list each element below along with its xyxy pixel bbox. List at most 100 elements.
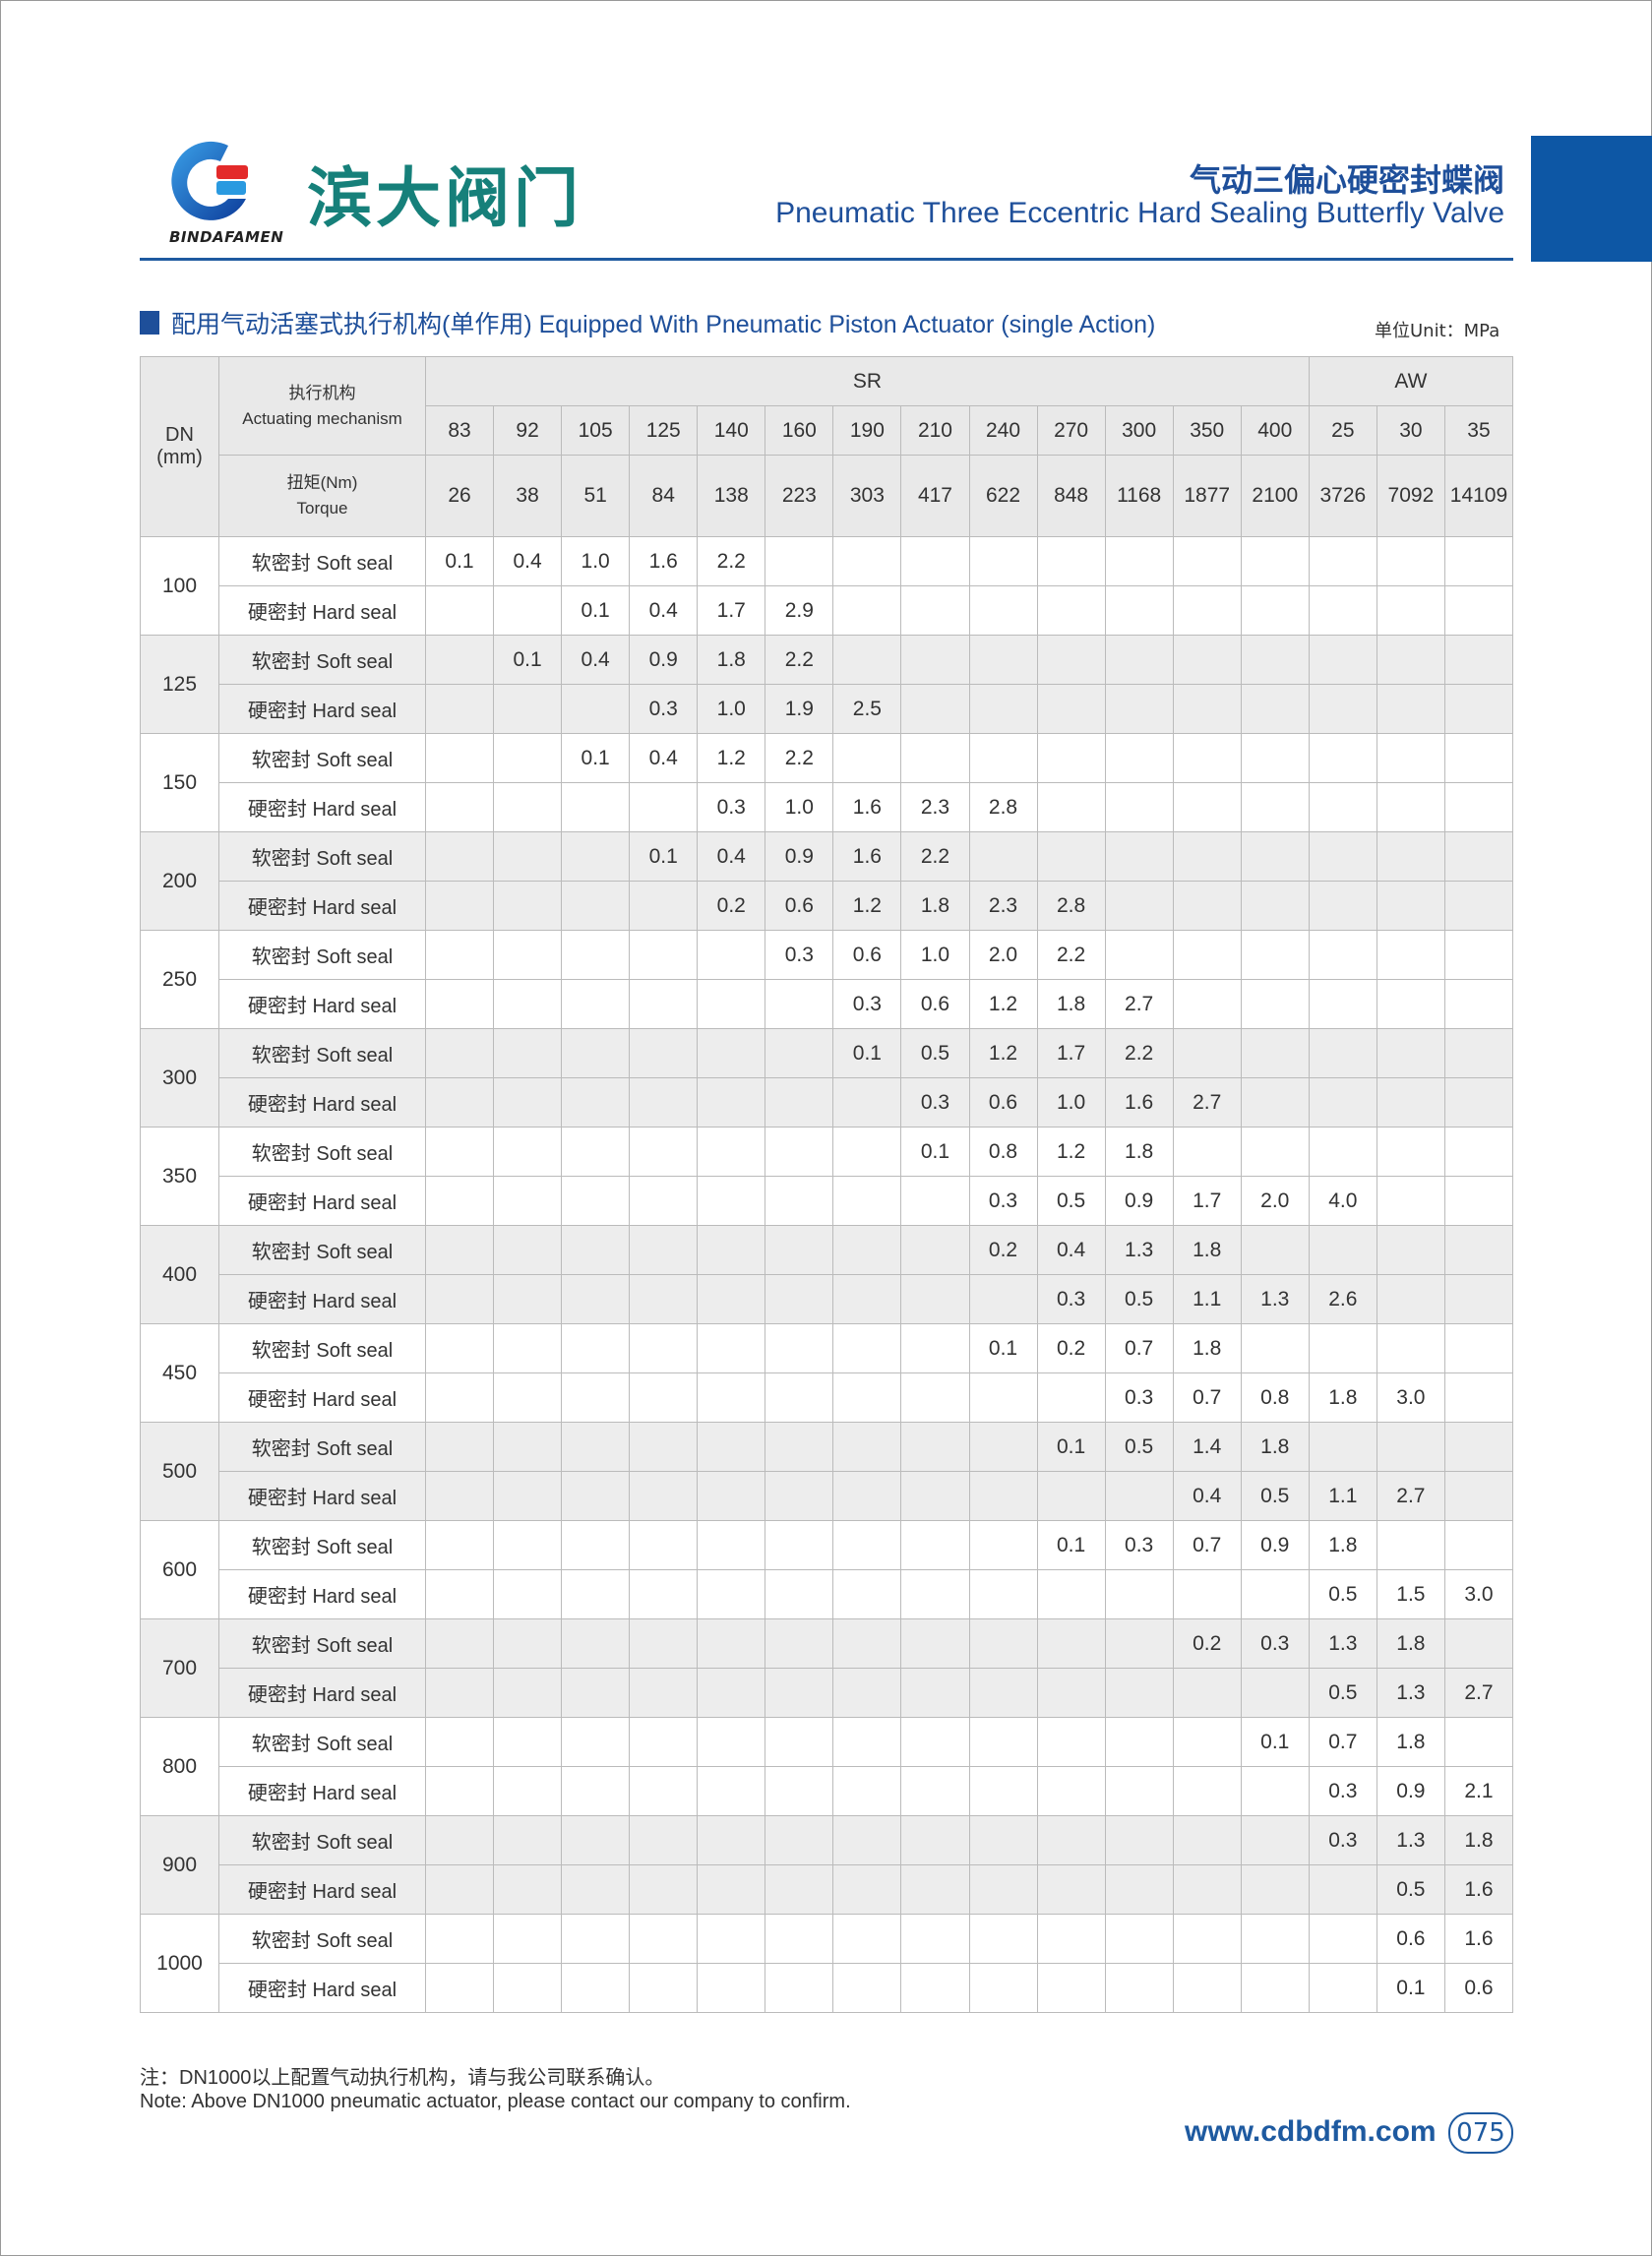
pressure-cell [1104,536,1174,586]
pressure-cell [1240,536,1310,586]
dn-cell: 250 [140,930,219,1029]
pressure-cell: 1.8 [1443,1815,1514,1865]
model-cell: 92 [493,405,563,456]
hard-seal-label: 硬密封 Hard seal [218,881,426,931]
hard-seal-label: 硬密封 Hard seal [218,684,426,734]
model-cell: 30 [1376,405,1445,456]
soft-seal-label: 软密封 Soft seal [218,831,426,882]
pressure-cell: 0.8 [968,1127,1038,1177]
pressure-cell: 1.2 [968,1028,1038,1078]
model-cell: 160 [765,405,834,456]
hard-seal-label: 硬密封 Hard seal [218,1569,426,1619]
pressure-cell [493,930,563,980]
pressure-cell [493,979,563,1029]
pressure-cell [1240,1569,1310,1619]
pressure-cell [1240,1914,1310,1964]
pressure-cell: 0.6 [968,1077,1038,1128]
product-title-en: Pneumatic Three Eccentric Hard Sealing B… [775,197,1504,229]
pressure-cell [493,1668,563,1718]
pressure-cell [1443,1176,1514,1226]
pressure-cell [424,1668,495,1718]
pressure-cell [561,831,631,882]
pressure-cell [561,684,631,734]
pressure-cell [493,881,563,931]
pressure-cell [1308,1028,1377,1078]
pressure-cell [1036,1668,1106,1718]
pressure-cell [1172,881,1242,931]
dn-cell: 800 [140,1717,219,1816]
pressure-cell [561,1815,631,1865]
pressure-cell [968,1717,1038,1767]
pressure-cell [629,1372,699,1423]
pressure-cell: 0.3 [697,782,766,832]
pressure-cell [1240,684,1310,734]
mech-header-en: Actuating mechanism [242,408,402,428]
soft-seal-label: 软密封 Soft seal [218,1520,426,1570]
dn-cell: 150 [140,733,219,832]
hard-seal-label: 硬密封 Hard seal [218,1668,426,1718]
pressure-cell: 1.3 [1376,1668,1445,1718]
pressure-cell [765,1127,834,1177]
pressure-cell: 1.1 [1172,1274,1242,1324]
pressure-cell [424,782,495,832]
pressure-cell [765,1077,834,1128]
pressure-cell: 0.9 [1104,1176,1174,1226]
pressure-cell [697,1815,766,1865]
pressure-cell [493,585,563,636]
hard-seal-label: 硬密封 Hard seal [218,1274,426,1324]
pressure-cell: 1.7 [1036,1028,1106,1078]
pressure-cell [1308,585,1377,636]
pressure-cell [968,585,1038,636]
pressure-cell: 2.6 [1308,1274,1377,1324]
pressure-cell [1036,1372,1106,1423]
pressure-cell [1172,1914,1242,1964]
pressure-cell [561,1274,631,1324]
pressure-cell [1376,930,1445,980]
pressure-cell [561,1372,631,1423]
pressure-cell [765,1176,834,1226]
pressure-cell: 0.2 [968,1225,1038,1275]
soft-seal-label: 软密封 Soft seal [218,733,426,783]
pressure-cell [493,1077,563,1128]
pressure-cell [561,1028,631,1078]
website-link[interactable]: www.cdbdfm.com [1185,2115,1437,2148]
pressure-cell [493,831,563,882]
pressure-cell: 1.2 [968,979,1038,1029]
pressure-cell [1443,1618,1514,1669]
table-row-1000-hard: 硬密封 Hard seal 0.1 0.6 [141,1963,1514,2013]
pressure-cell: 0.3 [765,930,834,980]
pressure-cell [561,1569,631,1619]
table-row-200-soft: 200 软密封 Soft seal 0.1 0.4 0.9 1.6 2.2 [140,831,1514,931]
pressure-cell: 1.0 [697,684,766,734]
pressure-cell [968,733,1038,783]
table-row-100-soft: 100 软密封 Soft seal 0.1 0.4 1.0 1.6 2.2 [140,536,1514,636]
pressure-cell [1308,979,1377,1029]
pressure-cell: 2.2 [900,831,970,882]
pressure-cell: 0.3 [1240,1618,1310,1669]
table-row-500-hard: 硬密封 Hard seal 0.4 0.5 1.1 2.7 [141,1471,1514,1521]
pressure-cell [900,1176,970,1226]
pressure-cell [832,1963,902,2013]
pressure-cell [900,635,970,685]
pressure-cell: 1.0 [900,930,970,980]
pressure-cell: 1.8 [1240,1422,1310,1472]
pressure-cell: 1.0 [765,782,834,832]
pressure-cell: 0.6 [765,881,834,931]
pressure-cell [629,979,699,1029]
torque-cell: 51 [561,455,631,537]
dn-cell: 500 [140,1422,219,1521]
torque-cell: 84 [629,455,699,537]
pressure-cell: 2.8 [1036,881,1106,931]
soft-seal-label: 软密封 Soft seal [218,1815,426,1865]
pressure-cell [1104,635,1174,685]
pressure-cell [1443,1372,1514,1423]
pressure-cell [1172,831,1242,882]
pressure-cell [1104,1471,1174,1521]
pressure-cell [1036,1569,1106,1619]
pressure-cell [1104,1618,1174,1669]
pressure-cell [697,1569,766,1619]
pressure-cell [1443,1323,1514,1373]
pressure-cell [900,1864,970,1915]
pressure-cell [697,1225,766,1275]
pressure-cell [1308,1127,1377,1177]
